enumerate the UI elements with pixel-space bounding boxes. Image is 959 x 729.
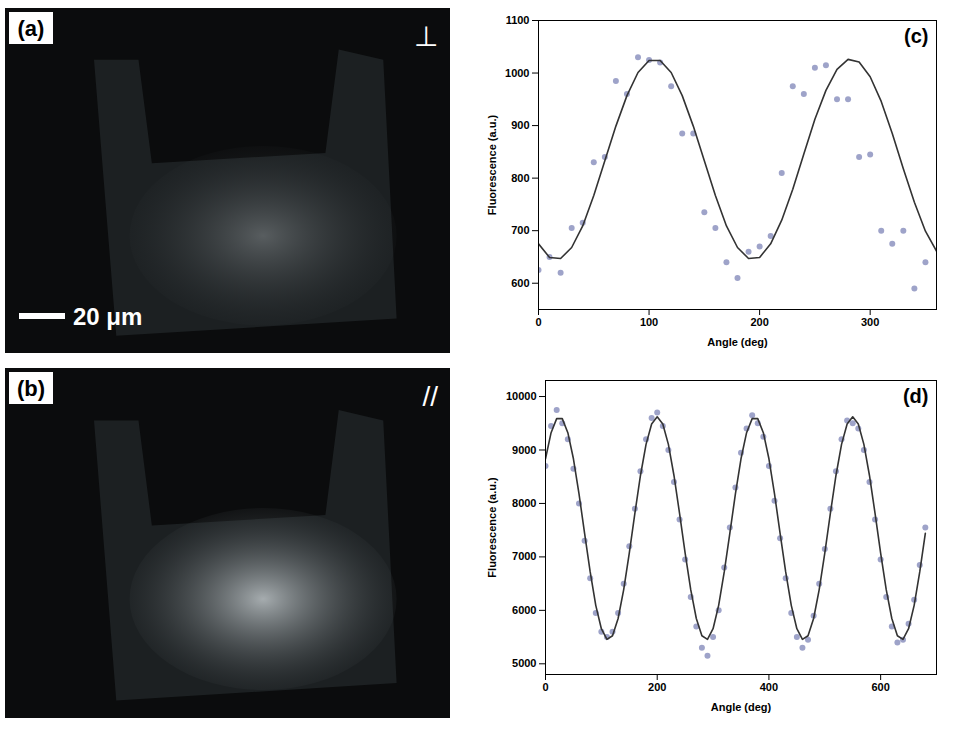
svg-text:200: 200 xyxy=(648,681,666,693)
svg-text:10000: 10000 xyxy=(506,390,537,402)
svg-text:800: 800 xyxy=(511,172,529,184)
svg-text:20 μm: 20 μm xyxy=(73,303,142,330)
svg-text:7000: 7000 xyxy=(512,550,536,562)
svg-text:⊥: ⊥ xyxy=(414,21,438,52)
svg-text:6000: 6000 xyxy=(512,604,536,616)
svg-text:900: 900 xyxy=(511,119,529,131)
svg-text:8000: 8000 xyxy=(512,497,536,509)
svg-text:1100: 1100 xyxy=(506,14,530,26)
svg-text://: // xyxy=(422,381,438,412)
svg-text:600: 600 xyxy=(511,277,529,289)
svg-text:(c): (c) xyxy=(904,25,928,47)
svg-text:200: 200 xyxy=(750,316,768,328)
svg-text:0: 0 xyxy=(535,316,541,328)
svg-text:(d): (d) xyxy=(903,385,929,407)
svg-text:1000: 1000 xyxy=(505,67,529,79)
svg-text:0: 0 xyxy=(542,681,548,693)
svg-text:400: 400 xyxy=(760,681,778,693)
svg-text:9000: 9000 xyxy=(512,444,536,456)
svg-text:Angle (deg): Angle (deg) xyxy=(711,701,772,713)
svg-text:Fluorescence (a.u.): Fluorescence (a.u.) xyxy=(486,115,498,216)
svg-text:5000: 5000 xyxy=(512,657,536,669)
svg-text:700: 700 xyxy=(511,224,529,236)
svg-text:(b): (b) xyxy=(17,376,45,401)
svg-text:600: 600 xyxy=(871,681,889,693)
svg-text:Angle (deg): Angle (deg) xyxy=(707,336,768,348)
svg-text:(a): (a) xyxy=(18,16,45,41)
svg-text:100: 100 xyxy=(640,316,658,328)
svg-text:Fluorescence (a.u.): Fluorescence (a.u.) xyxy=(486,477,498,578)
svg-text:300: 300 xyxy=(861,316,879,328)
